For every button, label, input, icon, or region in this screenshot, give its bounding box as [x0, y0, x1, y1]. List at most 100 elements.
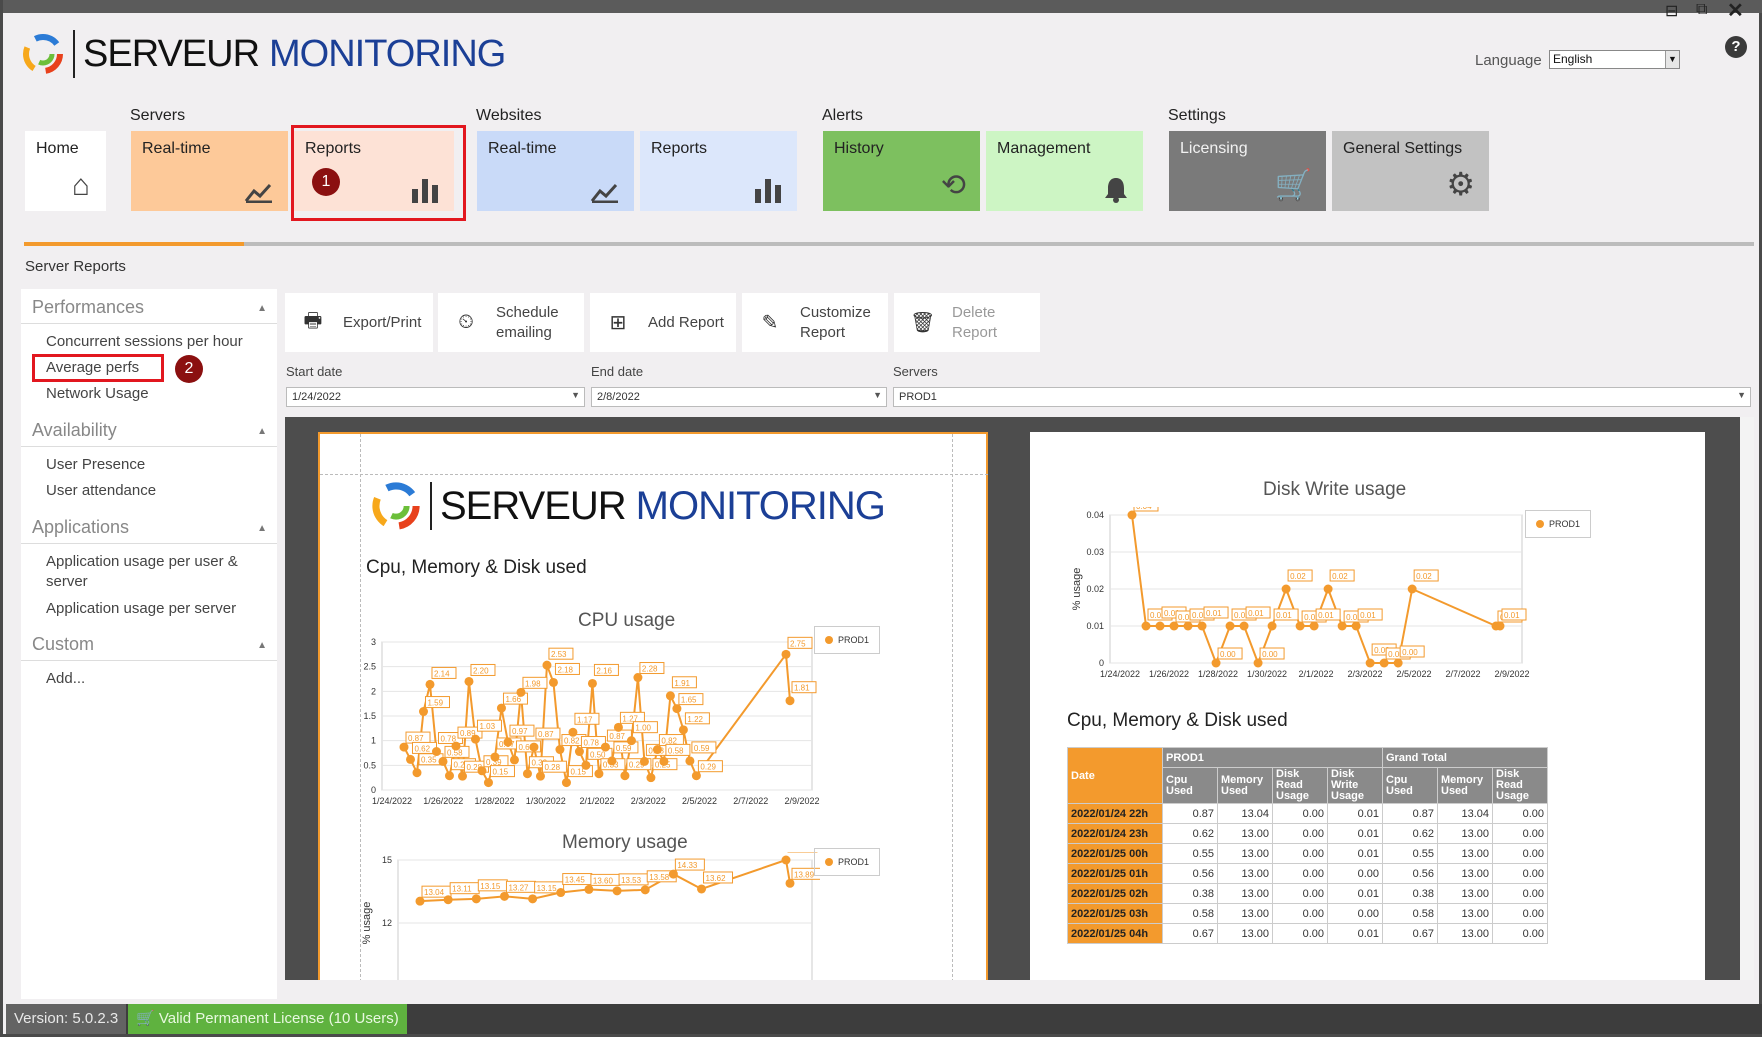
data-label: 0.01 — [1504, 611, 1520, 620]
data-label: 0.35 — [421, 756, 437, 765]
tile-servers-realtime[interactable]: Real-time — [131, 131, 288, 211]
category-applications[interactable]: Applications — [32, 517, 130, 537]
table-cell: 0.00 — [1272, 883, 1328, 904]
data-label: 0.78 — [583, 739, 599, 748]
table-cell: 0.58 — [1382, 903, 1438, 924]
language-select[interactable]: English ▼ — [1549, 50, 1680, 69]
x-tick-label: 2/9/2022 — [1494, 669, 1529, 679]
chevron-up-icon[interactable]: ▲ — [257, 303, 267, 314]
chevron-up-icon[interactable]: ▲ — [257, 426, 267, 437]
data-label-box — [509, 724, 535, 737]
data-label: 0.02 — [1290, 572, 1306, 581]
tile-history[interactable]: History ⟲ — [823, 131, 980, 211]
x-tick-label: 2/5/2022 — [682, 796, 717, 806]
data-point — [1127, 510, 1137, 520]
data-point — [399, 742, 409, 752]
data-point — [415, 896, 425, 906]
sidebar-item-app-usage-user-server[interactable]: Application usage per user & server — [46, 553, 238, 590]
group-alerts: Alerts — [822, 107, 863, 124]
schedule-icon: ⏲ — [458, 311, 474, 333]
data-point — [665, 691, 675, 701]
data-point — [555, 745, 565, 755]
customize-report-button[interactable]: ✎ Customize Report — [742, 293, 888, 352]
tile-web-reports[interactable]: Reports — [640, 131, 797, 211]
tile-management[interactable]: Management — [986, 131, 1143, 211]
category-performances[interactable]: Performances — [32, 297, 145, 317]
category-custom[interactable]: Custom — [32, 634, 95, 654]
tile-servers-reports[interactable]: Reports — [294, 131, 454, 211]
data-label: 0.01 — [1150, 611, 1166, 620]
data-label-box — [684, 712, 710, 725]
servers-field[interactable]: PROD1 ▼ — [893, 387, 1751, 407]
category-availability[interactable]: Availability — [32, 420, 117, 440]
sidebar-item-app-usage-server[interactable]: Application usage per server — [46, 600, 237, 617]
cpu-chart: 00.511.522.531/24/2022 1/26/2022 1/28/2022… — [363, 636, 820, 806]
delete-report-button[interactable]: 🗑 Delete Report — [894, 293, 1040, 352]
sidebar-item-network-usage[interactable]: Network Usage — [46, 385, 149, 402]
table-column-header: Disk Write Usage — [1327, 767, 1383, 804]
table-cell: 0.00 — [1272, 843, 1328, 864]
x-tick-label: 2/1/2022 — [579, 796, 614, 806]
tile-general-settings[interactable]: General Settings ⚙ — [1332, 131, 1489, 211]
sidebar-item-user-presence[interactable]: User Presence — [46, 456, 146, 473]
data-point — [607, 756, 617, 766]
realtime-chart-icon — [244, 183, 272, 203]
data-label: 13.60 — [593, 876, 614, 885]
add-report-icon: ⊞ — [609, 312, 627, 334]
printer-icon: 🖶 — [303, 309, 323, 332]
table-cell: 13.00 — [1217, 823, 1273, 844]
sidebar-item-add[interactable]: Add... — [46, 670, 86, 687]
data-label: 0.01 — [1234, 611, 1250, 620]
disk-write-chart: 0 0.01 0.02 0.03 0.04 1/24/2022 1/26/2022 1/28/… — [1071, 507, 1530, 679]
table-cell: 13.00 — [1437, 923, 1493, 944]
home-icon: ⌂ — [71, 169, 90, 202]
tile-licensing[interactable]: Licensing 🛒 — [1169, 131, 1326, 211]
close-icon[interactable]: ✕ — [1727, 0, 1744, 22]
help-icon[interactable]: ? — [1725, 36, 1747, 58]
chevron-down-icon[interactable]: ▼ — [1665, 51, 1679, 68]
table-cell: 13.00 — [1437, 823, 1493, 844]
data-label: 0.28 — [466, 763, 482, 772]
viewer-scrollbar[interactable] — [1740, 417, 1754, 980]
data-point — [499, 891, 509, 901]
data-label-box — [639, 662, 665, 675]
chevron-down-icon[interactable]: ▼ — [571, 390, 580, 400]
y-tick-label: 2 — [371, 686, 376, 696]
x-tick-label: 1/24/2022 — [1100, 669, 1140, 679]
data-label: 13.53 — [621, 876, 642, 885]
sidebar-item-average-perfs[interactable]: Average perfs — [46, 359, 140, 376]
page-title: Server Reports — [25, 258, 126, 275]
x-tick-label: 2/7/2022 — [733, 796, 768, 806]
data-point — [483, 778, 493, 788]
license-text: Valid Permanent License (10 Users) — [158, 1010, 399, 1027]
tile-label: Reports — [305, 140, 362, 157]
chevron-down-icon[interactable]: ▼ — [873, 390, 882, 400]
data-label: 0.01 — [1164, 609, 1180, 618]
start-date-field[interactable]: 1/24/2022 ▼ — [286, 387, 585, 407]
tile-web-realtime[interactable]: Real-time — [477, 131, 634, 211]
table-cell: 0.62 — [1162, 823, 1218, 844]
data-point — [528, 894, 538, 904]
page-margin-guide — [320, 474, 988, 475]
tile-label: Real-time — [142, 140, 211, 157]
data-label: 0.00 — [1374, 646, 1390, 655]
data-point — [1337, 621, 1347, 631]
chevron-down-icon[interactable]: ▼ — [1737, 390, 1746, 400]
data-label-box — [541, 760, 567, 773]
add-report-button[interactable]: ⊞ Add Report — [590, 293, 736, 352]
sidebar-item-user-attendance[interactable]: User attendance — [46, 482, 157, 499]
chevron-up-icon[interactable]: ▲ — [257, 523, 267, 534]
popout-icon[interactable]: ⧉ — [1696, 1, 1708, 18]
data-point — [1309, 621, 1319, 631]
chevron-up-icon[interactable]: ▲ — [257, 640, 267, 651]
report-viewer[interactable]: SERVEUR MONITORING Cpu, Memory & Disk us… — [285, 417, 1740, 980]
minimize-icon[interactable]: ⊟ — [1665, 3, 1679, 20]
tile-home[interactable]: Home ⌂ — [25, 131, 106, 211]
sidebar-item-concurrent-sessions[interactable]: Concurrent sessions per hour — [46, 333, 243, 350]
schedule-emailing-button[interactable]: ⏲ Schedule emailing — [438, 293, 584, 352]
cpu-chart-title: CPU usage — [578, 610, 676, 631]
export-print-button[interactable]: 🖶 Export/Print — [285, 293, 433, 352]
y-tick-label: 0 — [371, 785, 376, 795]
tile-label: Real-time — [488, 140, 557, 157]
end-date-field[interactable]: 2/8/2022 ▼ — [591, 387, 887, 407]
